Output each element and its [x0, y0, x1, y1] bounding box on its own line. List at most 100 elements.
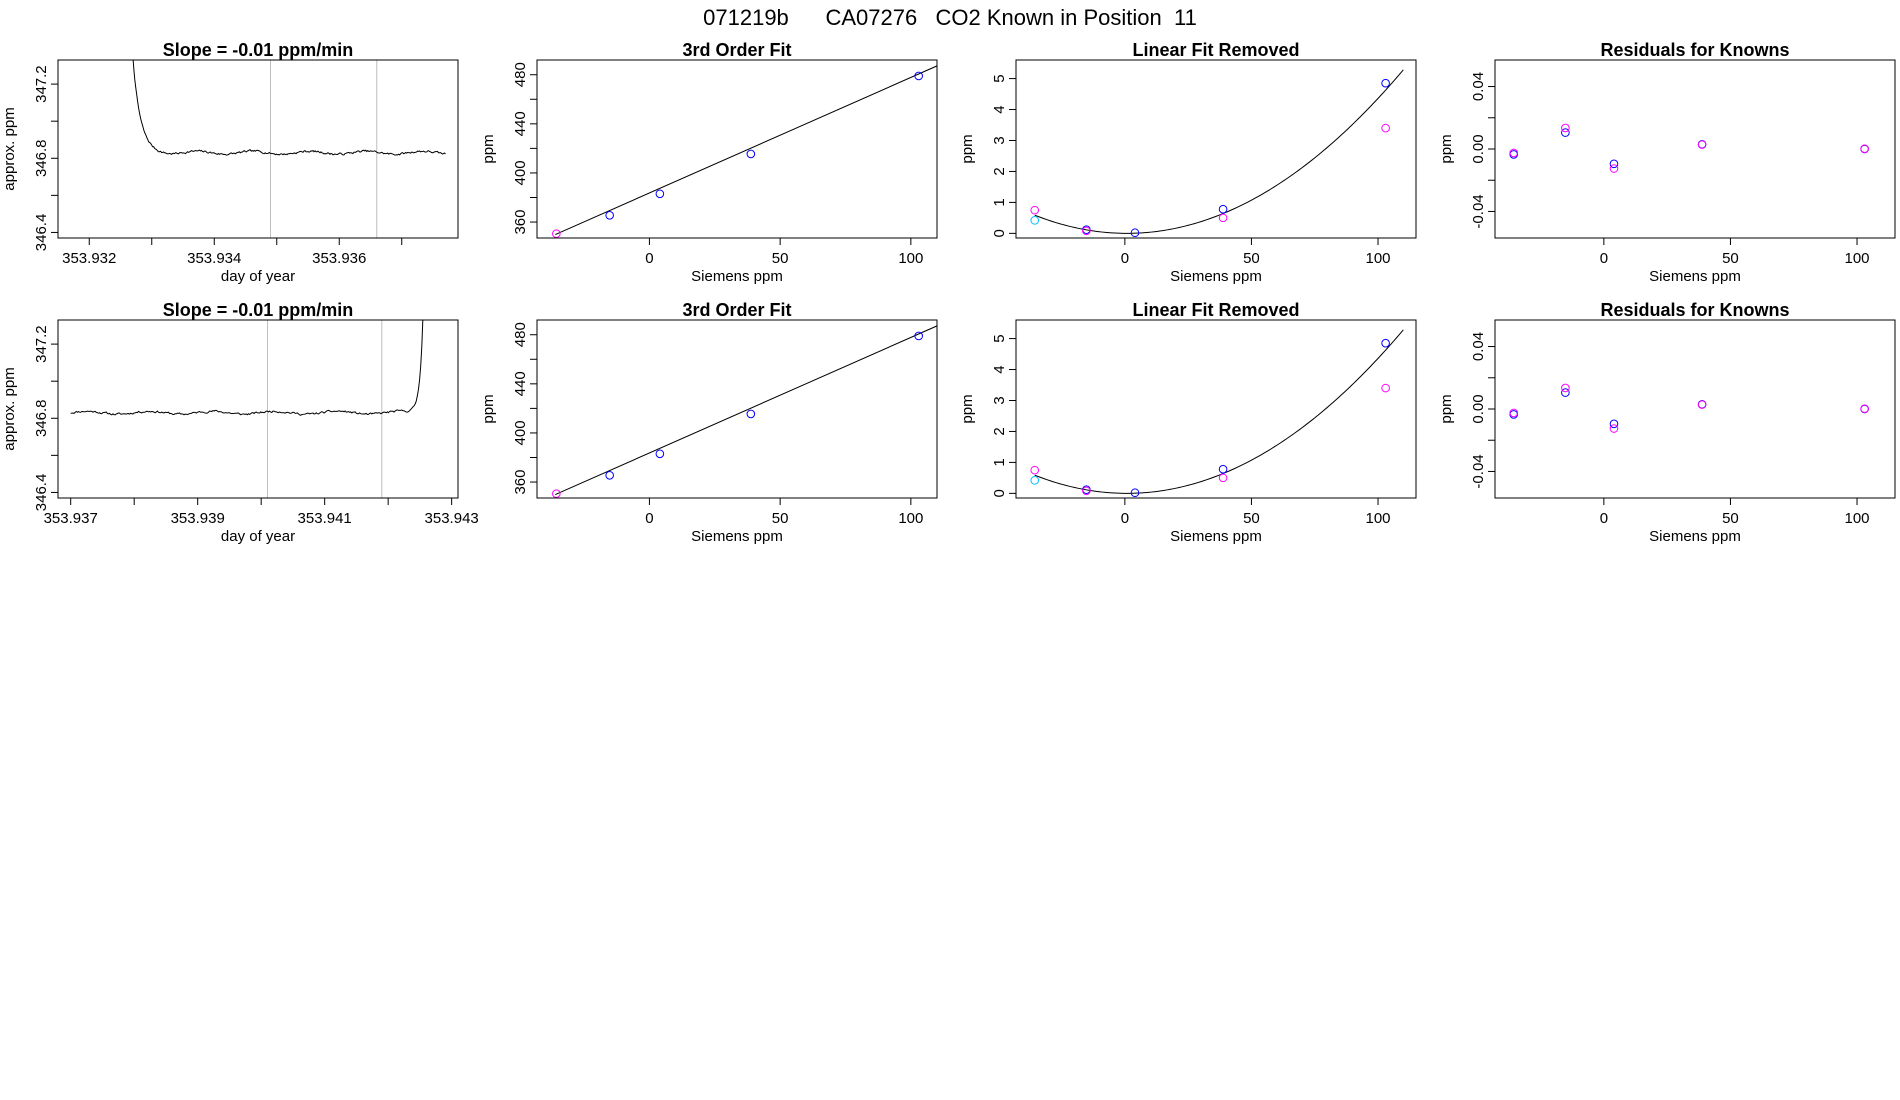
data-point-blue	[914, 71, 923, 81]
y-tick-label: 0.00	[1470, 394, 1487, 423]
plot-frame	[1494, 319, 1896, 499]
plot-frame	[1015, 59, 1417, 239]
fit-curve	[1034, 329, 1404, 494]
x-tick-label: 50	[1243, 510, 1260, 527]
data-point-blue	[1130, 228, 1140, 238]
data-point-magenta	[1082, 486, 1091, 496]
x-tick-label: 100	[1845, 510, 1870, 527]
panel-title: 3rd Order Fit	[682, 300, 791, 320]
plot-frame	[536, 319, 938, 499]
data-point-blue	[746, 409, 756, 419]
panel-r1c1: 3rd Order Fit 0 50 100 360 400 440 480 Siemens p…	[480, 300, 938, 545]
data-point-blue	[1218, 204, 1228, 214]
data-point-magenta	[1030, 465, 1040, 475]
plot-frame	[1494, 59, 1896, 239]
y-tick-label: 480	[512, 322, 529, 347]
plot-area	[1509, 123, 1869, 173]
data-point-blue	[1561, 128, 1570, 137]
y-tick-label: 2	[991, 167, 1008, 175]
y-tick-label: 347.2	[33, 65, 50, 103]
x-tick-label: 0	[645, 510, 653, 527]
y-tick-label: -0.04	[1470, 454, 1487, 488]
plot-area	[70, 320, 424, 416]
panel-r0c2: Linear Fit Removed 0 50 100 0 1 2 3 4 5 Siemens pp…	[959, 40, 1417, 285]
y-tick-label: 4	[991, 365, 1008, 373]
x-tick-label: 0	[1600, 250, 1608, 267]
plot-frame	[536, 59, 938, 239]
y-tick-label: 0.00	[1470, 134, 1487, 163]
data-point-magenta	[1860, 144, 1869, 153]
panel-title: Residuals for Knowns	[1600, 40, 1789, 60]
y-tick-label: 346.8	[33, 399, 50, 437]
fit-line	[555, 325, 937, 496]
y-tick-label: 346.4	[33, 474, 50, 512]
y-tick-label: 400	[512, 160, 529, 185]
panel-r0c1: 3rd Order Fit 0 50 100 360 400 440 480 Siemens p…	[480, 40, 938, 285]
data-point-cyan	[1030, 216, 1040, 225]
data-point-magenta	[1030, 205, 1040, 215]
y-tick-label: 440	[512, 371, 529, 396]
y-tick-label: 2	[991, 427, 1008, 435]
plot-frame	[57, 59, 459, 239]
data-point-blue	[746, 149, 756, 159]
x-tick-label: 100	[1845, 250, 1870, 267]
y-tick-label: 1	[991, 458, 1008, 466]
y-tick-label: 5	[991, 334, 1008, 342]
y-tick-label: 400	[512, 420, 529, 445]
data-point-blue	[605, 470, 614, 480]
data-point-blue	[1609, 419, 1619, 429]
panel-title: Linear Fit Removed	[1132, 300, 1299, 320]
x-tick-label: 0	[1121, 250, 1129, 267]
x-tick-label: 100	[1366, 510, 1391, 527]
data-point-magenta	[1218, 473, 1228, 483]
data-point-blue	[1381, 78, 1390, 88]
panel-title: Slope = -0.01 ppm/min	[163, 300, 354, 320]
panel-title: Residuals for Knowns	[1600, 300, 1789, 320]
concentration-trace	[132, 60, 446, 156]
plot-area	[1030, 329, 1404, 498]
y-axis-label: approx. ppm	[1, 367, 18, 450]
y-tick-label: 346.8	[33, 139, 50, 177]
data-point-blue	[605, 210, 614, 220]
panel-r1c3: Residuals for Knowns 0 50 100 -0.04 0.00 0.04 S…	[1438, 300, 1896, 545]
panel-r1c0: Slope = -0.01 ppm/min 353.937 353.939 353.9…	[1, 300, 479, 545]
panel-r1c2: Linear Fit Removed 0 50 100 0 1 2 3 4 5 Siemens pp…	[959, 300, 1417, 545]
y-tick-label: 360	[512, 210, 529, 235]
panel-title: 3rd Order Fit	[682, 40, 791, 60]
x-tick-label: 50	[1722, 510, 1739, 527]
panel-title: Slope = -0.01 ppm/min	[163, 40, 354, 60]
x-axis-label: Siemens ppm	[691, 528, 783, 545]
panel-title: Linear Fit Removed	[1132, 40, 1299, 60]
data-point-magenta	[1697, 400, 1707, 409]
x-axis-label: day of year	[221, 528, 295, 545]
data-point-magenta	[1509, 148, 1519, 158]
x-tick-label: 50	[1243, 250, 1260, 267]
panel-grid: Slope = -0.01 ppm/min 353.932 353.934 353.9…	[1, 40, 1896, 545]
x-tick-label: 0	[1600, 510, 1608, 527]
y-tick-label: 346.4	[33, 214, 50, 252]
data-point-magenta	[1561, 123, 1570, 133]
concentration-trace	[70, 320, 424, 416]
x-tick-label: 353.932	[62, 250, 116, 267]
y-axis-label: ppm	[1438, 394, 1455, 423]
data-point-blue	[1218, 464, 1228, 474]
data-point-magenta	[1381, 123, 1390, 133]
y-tick-label: 0	[991, 229, 1008, 237]
data-point-magenta	[1381, 383, 1390, 393]
fit-line	[555, 65, 937, 236]
plot-frame	[57, 319, 459, 499]
y-axis-label: approx. ppm	[1, 107, 18, 190]
x-tick-label: 353.936	[312, 250, 366, 267]
data-point-blue	[1609, 159, 1619, 169]
y-tick-label: 3	[991, 136, 1008, 144]
data-point-cyan	[1030, 476, 1040, 485]
x-tick-label: 353.941	[298, 510, 352, 527]
data-point-blue	[914, 331, 923, 341]
data-point-magenta	[1609, 424, 1619, 433]
y-tick-label: 1	[991, 198, 1008, 206]
x-axis-label: Siemens ppm	[1649, 528, 1741, 545]
y-tick-label: 0	[991, 489, 1008, 497]
y-tick-label: 3	[991, 396, 1008, 404]
y-tick-label: 440	[512, 111, 529, 136]
